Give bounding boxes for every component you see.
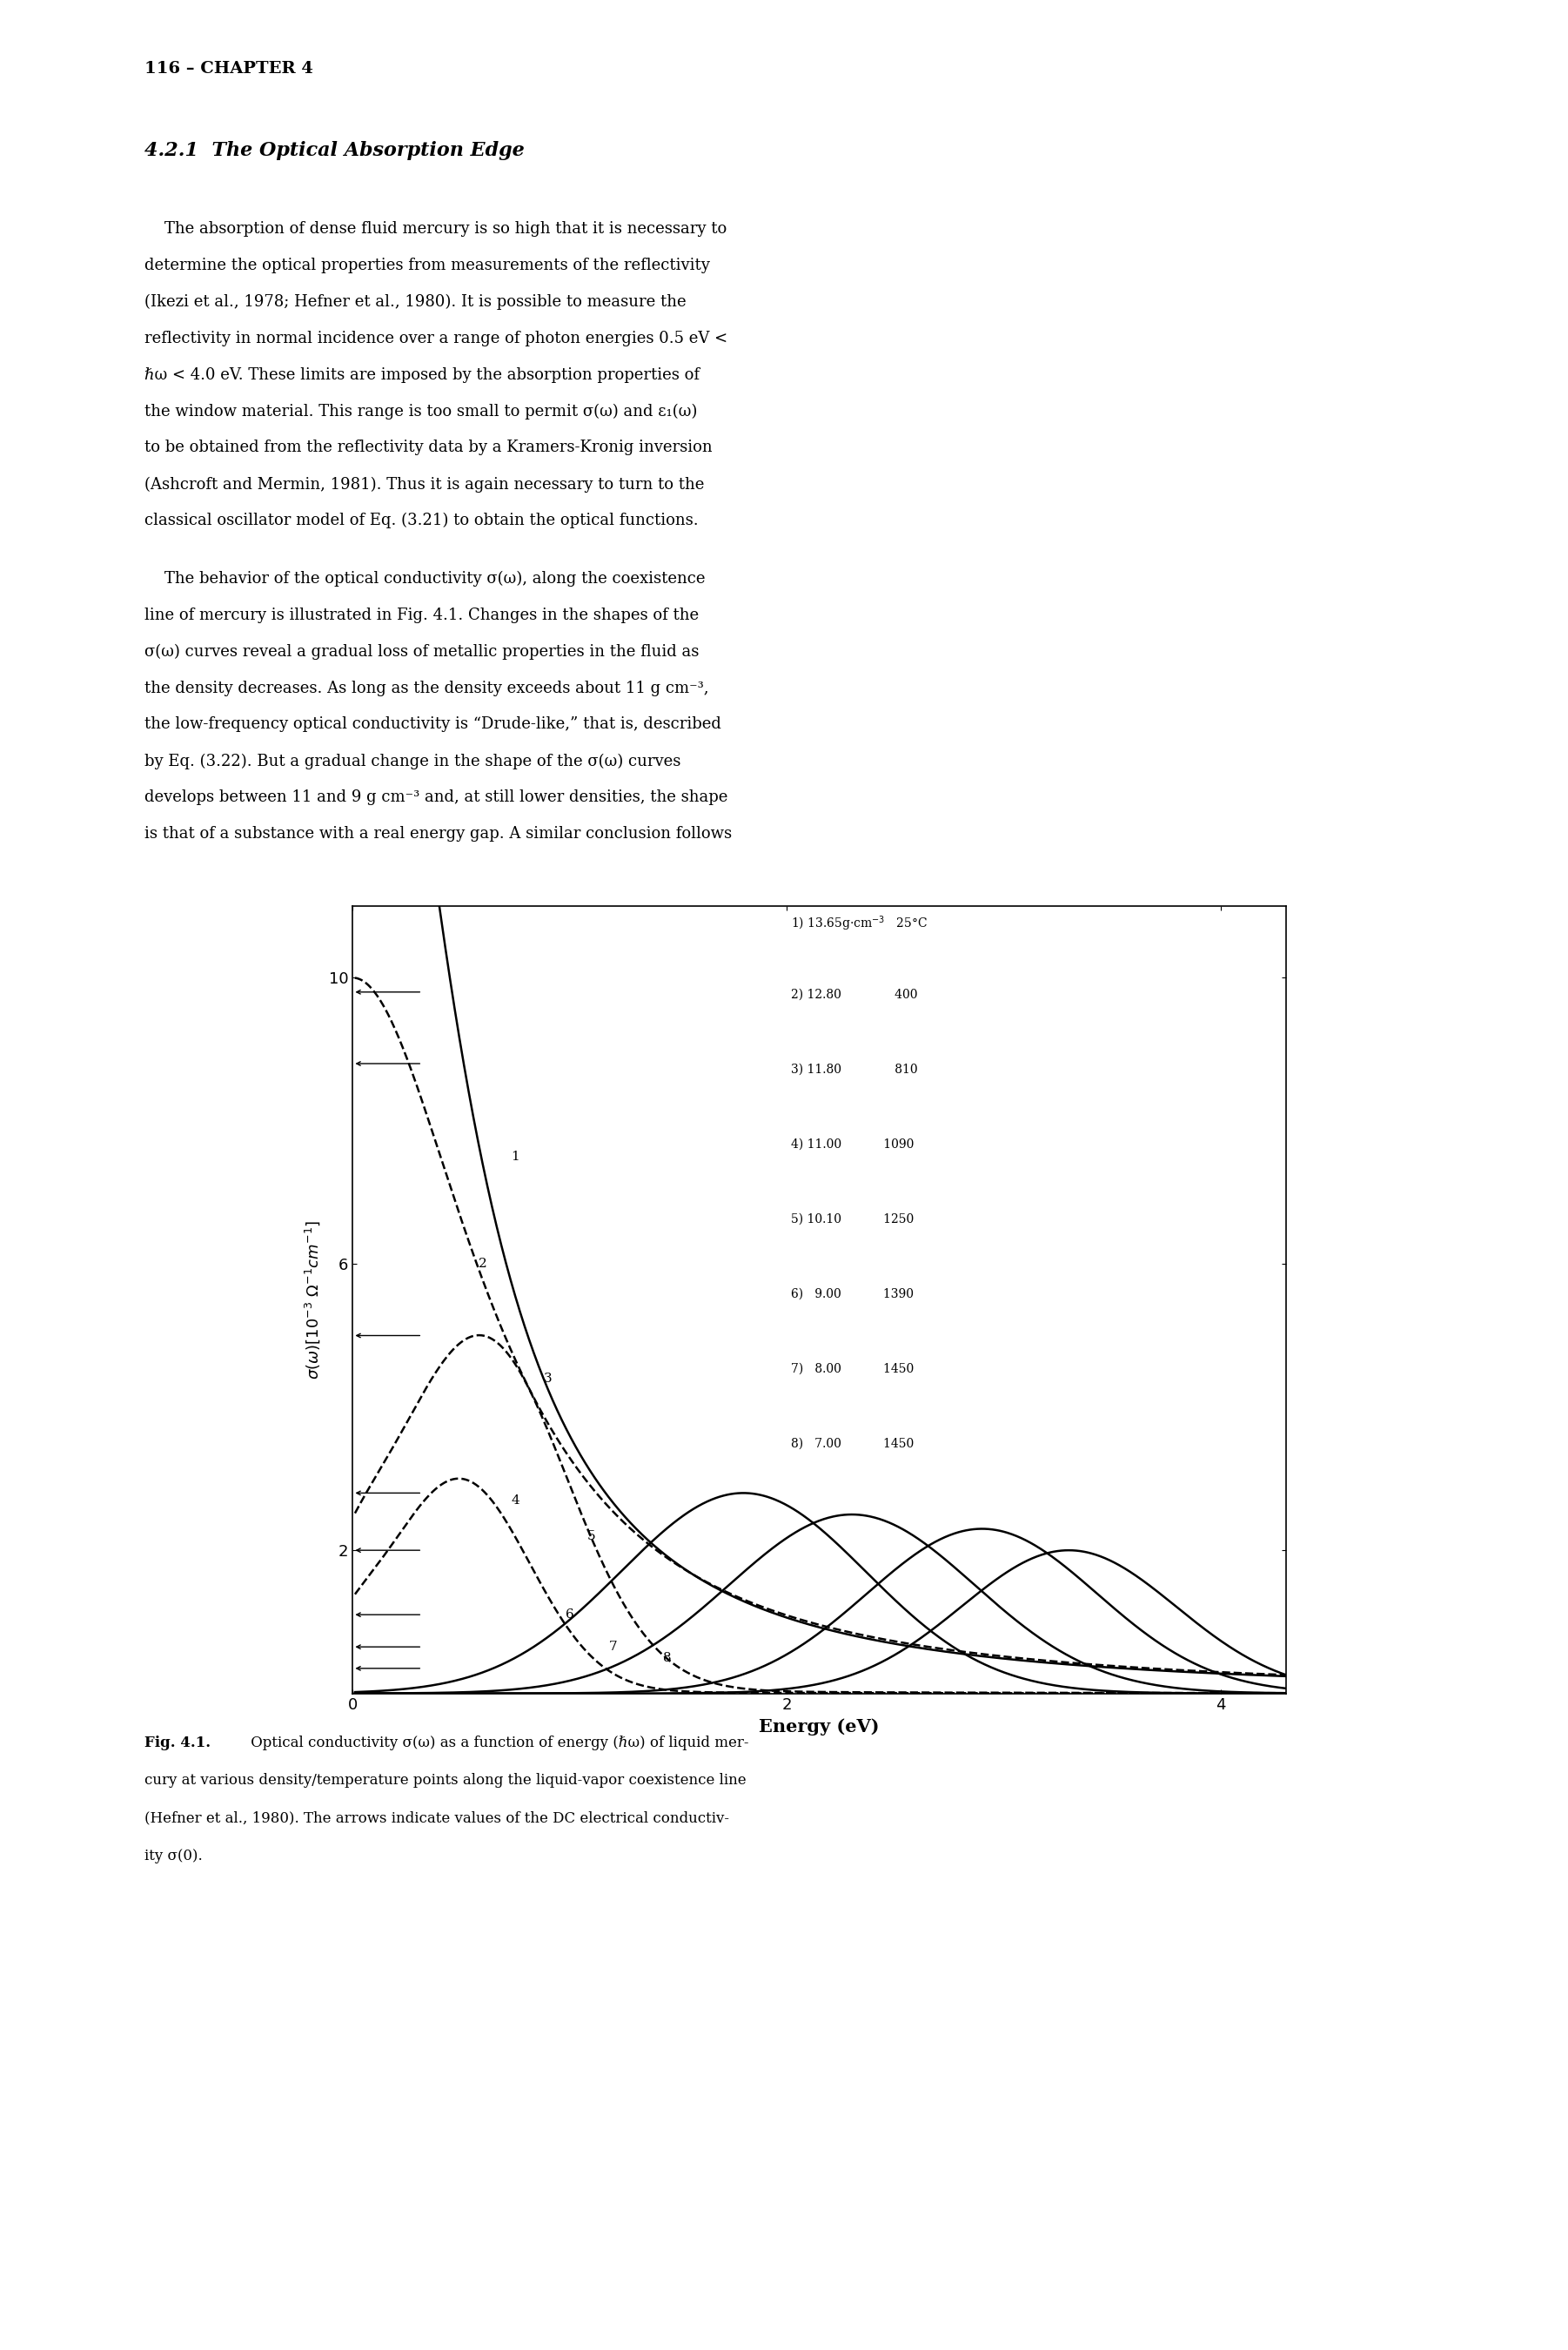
Text: is that of a substance with a real energy gap. A similar conclusion follows: is that of a substance with a real energ… <box>144 825 732 841</box>
Text: (Ashcroft and Mermin, 1981). Thus it is again necessary to turn to the: (Ashcroft and Mermin, 1981). Thus it is … <box>144 477 704 491</box>
Text: 7: 7 <box>608 1640 618 1652</box>
Text: 7)   8.00           1450: 7) 8.00 1450 <box>792 1363 914 1375</box>
Text: line of mercury is illustrated in Fig. 4.1. Changes in the shapes of the: line of mercury is illustrated in Fig. 4… <box>144 606 699 623</box>
Text: 3: 3 <box>544 1372 552 1384</box>
Text: develops between 11 and 9 g cm⁻³ and, at still lower densities, the shape: develops between 11 and 9 g cm⁻³ and, at… <box>144 790 728 806</box>
Text: Optical conductivity σ(ω) as a function of energy (ℏω) of liquid mer-: Optical conductivity σ(ω) as a function … <box>246 1737 748 1751</box>
Text: 1: 1 <box>511 1152 519 1163</box>
Text: 4: 4 <box>511 1495 519 1506</box>
Text: determine the optical properties from measurements of the reflectivity: determine the optical properties from me… <box>144 258 710 273</box>
Text: σ(ω) curves reveal a gradual loss of metallic properties in the fluid as: σ(ω) curves reveal a gradual loss of met… <box>144 644 699 660</box>
Text: classical oscillator model of Eq. (3.21) to obtain the optical functions.: classical oscillator model of Eq. (3.21)… <box>144 512 698 529</box>
Text: ity σ(0).: ity σ(0). <box>144 1849 202 1864</box>
Text: 8)   7.00           1450: 8) 7.00 1450 <box>792 1438 914 1450</box>
Text: reflectivity in normal incidence over a range of photon energies 0.5 eV <: reflectivity in normal incidence over a … <box>144 331 728 345</box>
Text: 116 – CHAPTER 4: 116 – CHAPTER 4 <box>144 61 314 78</box>
Text: 5) 10.10           1250: 5) 10.10 1250 <box>792 1213 914 1224</box>
Text: 1) 13.65g$\cdot$cm$^{-3}$   25$\degree$C: 1) 13.65g$\cdot$cm$^{-3}$ 25$\degree$C <box>792 914 928 933</box>
X-axis label: Energy (eV): Energy (eV) <box>759 1718 880 1737</box>
Text: (Ikezi et al., 1978; Hefner et al., 1980). It is possible to measure the: (Ikezi et al., 1978; Hefner et al., 1980… <box>144 294 687 310</box>
Text: 4) 11.00           1090: 4) 11.00 1090 <box>792 1137 914 1152</box>
Text: the window material. This range is too small to permit σ(ω) and ε₁(ω): the window material. This range is too s… <box>144 404 698 418</box>
Text: cury at various density/temperature points along the liquid-vapor coexistence li: cury at various density/temperature poin… <box>144 1774 746 1788</box>
Text: 2: 2 <box>478 1257 488 1269</box>
Text: to be obtained from the reflectivity data by a Kramers-Kronig inversion: to be obtained from the reflectivity dat… <box>144 439 712 456</box>
Y-axis label: $\sigma(\omega)[10^{-3}\ \Omega^{-1}cm^{-1}]$: $\sigma(\omega)[10^{-3}\ \Omega^{-1}cm^{… <box>303 1220 321 1379</box>
Text: 6)   9.00           1390: 6) 9.00 1390 <box>792 1288 914 1300</box>
Text: 3) 11.80              810: 3) 11.80 810 <box>792 1065 917 1076</box>
Text: the density decreases. As long as the density exceeds about 11 g cm⁻³,: the density decreases. As long as the de… <box>144 679 709 696</box>
Text: by Eq. (3.22). But a gradual change in the shape of the σ(ω) curves: by Eq. (3.22). But a gradual change in t… <box>144 752 681 768</box>
Text: 2) 12.80              400: 2) 12.80 400 <box>792 989 917 1001</box>
Text: The behavior of the optical conductivity σ(ω), along the coexistence: The behavior of the optical conductivity… <box>144 571 706 588</box>
Text: 4.2.1  The Optical Absorption Edge: 4.2.1 The Optical Absorption Edge <box>144 141 524 160</box>
Text: The absorption of dense fluid mercury is so high that it is necessary to: The absorption of dense fluid mercury is… <box>144 221 726 237</box>
Text: 6: 6 <box>566 1610 574 1622</box>
Text: 8: 8 <box>663 1652 671 1664</box>
Text: (Hefner et al., 1980). The arrows indicate values of the DC electrical conductiv: (Hefner et al., 1980). The arrows indica… <box>144 1812 729 1826</box>
Text: Fig. 4.1.: Fig. 4.1. <box>144 1737 210 1751</box>
Text: ℏω < 4.0 eV. These limits are imposed by the absorption properties of: ℏω < 4.0 eV. These limits are imposed by… <box>144 367 699 383</box>
Text: 5: 5 <box>588 1530 596 1542</box>
Text: the low-frequency optical conductivity is “Drude-like,” that is, described: the low-frequency optical conductivity i… <box>144 717 721 733</box>
